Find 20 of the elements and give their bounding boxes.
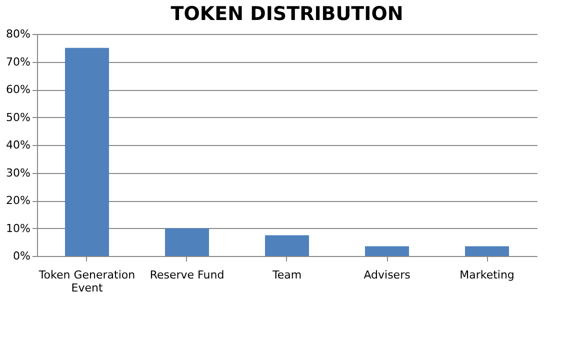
x-tick-label: Team (271, 268, 302, 282)
y-tick-label: 10% (6, 222, 30, 235)
x-tick-label: Advisers (364, 268, 411, 282)
y-tick-label: 20% (6, 194, 30, 207)
y-tick-label: 80% (6, 28, 30, 40)
y-tick-label: 60% (6, 83, 30, 96)
bar (65, 48, 109, 256)
y-tick-label: 70% (6, 55, 30, 68)
bar (365, 246, 409, 256)
bar (165, 228, 209, 256)
bar (465, 246, 509, 256)
bar (265, 235, 309, 256)
y-tick-label: 40% (6, 138, 30, 152)
y-tick-label: 30% (6, 166, 30, 180)
chart-title: TOKEN DISTRIBUTION (170, 3, 404, 25)
y-tick-label: 0% (13, 250, 30, 262)
y-tick-label: 50% (6, 110, 30, 124)
x-tick-label: Marketing (460, 268, 514, 282)
x-tick-label: Token Generation Event (38, 268, 136, 294)
x-tick-label: Reserve Fund (150, 268, 224, 282)
